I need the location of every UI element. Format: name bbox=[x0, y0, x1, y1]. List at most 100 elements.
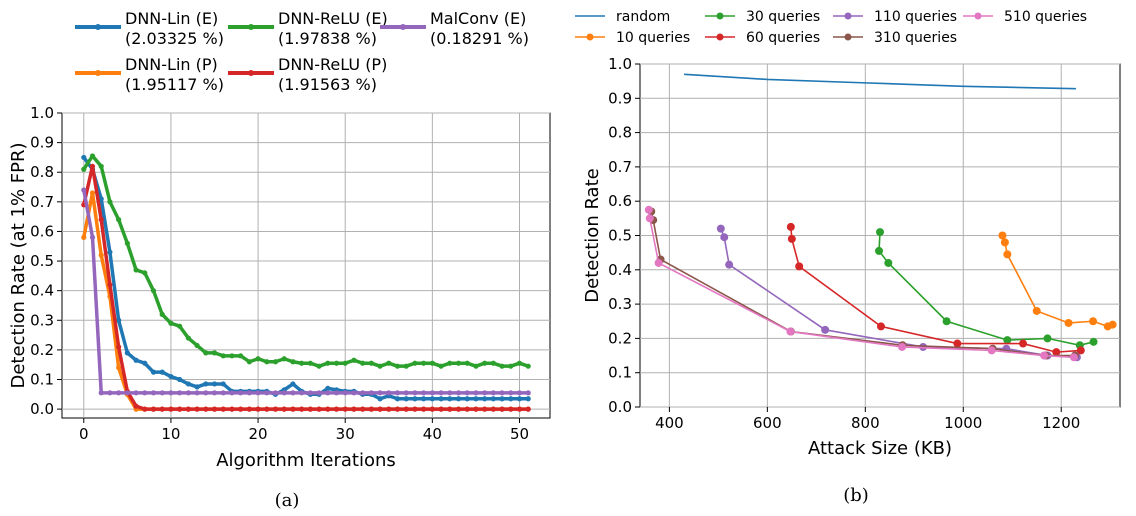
plot-a-point bbox=[447, 360, 453, 366]
plot-b-xtick-label-3: 1000 bbox=[944, 414, 982, 432]
plot-a-ytick-label-6: 0.6 bbox=[30, 222, 54, 240]
plot-a-point bbox=[333, 390, 340, 396]
plot-a-point bbox=[438, 390, 444, 396]
plot-b-point bbox=[1108, 320, 1117, 329]
plot-a-series-2 bbox=[81, 153, 531, 369]
plot-a-point bbox=[464, 396, 470, 402]
plot-a-point bbox=[150, 369, 157, 375]
plot-a-point bbox=[281, 356, 287, 362]
plot-a-point bbox=[133, 357, 139, 363]
plot-a-point bbox=[133, 390, 139, 396]
plot-b-point bbox=[1032, 306, 1041, 315]
plot-b-point bbox=[875, 246, 884, 255]
plot-b-series-line-0 bbox=[684, 73, 1076, 90]
plot-a-point bbox=[272, 390, 279, 396]
plot-b-series-line-3 bbox=[790, 226, 1081, 353]
legend-b-item-3: 60 queries bbox=[705, 30, 820, 46]
plot-a-point bbox=[290, 390, 296, 396]
plot-a-point bbox=[482, 396, 488, 402]
legend-a-label-2: DNN-ReLU (E) bbox=[278, 9, 388, 28]
plot-a-point bbox=[525, 396, 531, 402]
plot-b-point bbox=[725, 260, 734, 269]
plot-b-ytick-label-4: 0.4 bbox=[608, 261, 632, 279]
plot-a-point bbox=[211, 350, 218, 356]
plot-a-point bbox=[264, 359, 270, 365]
legend-a-sublabel-0: (2.03325 %) bbox=[125, 29, 224, 48]
plot-a-point bbox=[447, 406, 453, 412]
plot-a-point bbox=[177, 406, 183, 412]
plot-b-point bbox=[645, 214, 654, 223]
plot-b-series-2 bbox=[875, 228, 1098, 350]
plot-b-point bbox=[716, 224, 725, 233]
plot-a-point bbox=[255, 356, 261, 362]
plot-a-ytick-label-5: 0.5 bbox=[30, 252, 54, 270]
legend-b-item-5: 310 queries bbox=[833, 30, 957, 46]
plot-a-point bbox=[264, 390, 270, 396]
plot-a-point bbox=[412, 360, 418, 366]
plot-a-point bbox=[150, 288, 157, 294]
plot-b-point bbox=[821, 325, 830, 334]
plot-a-point bbox=[473, 390, 479, 396]
legend-a-marker-0 bbox=[95, 24, 101, 30]
plot-b-series-0 bbox=[684, 73, 1076, 90]
legend-a-item-4: MalConv (E)(0.18291 %) bbox=[380, 9, 529, 48]
plot-a-point bbox=[455, 390, 462, 396]
plot-a-point bbox=[307, 390, 313, 396]
plot-a-point bbox=[342, 406, 348, 412]
plot-b-ytick-label-5: 0.5 bbox=[608, 227, 632, 245]
plot-a-point bbox=[377, 363, 383, 369]
plot-a-point bbox=[272, 359, 279, 365]
plot-a-ytick-label-8: 0.8 bbox=[30, 163, 54, 181]
plot-a-point bbox=[333, 406, 340, 412]
plot-b-series-6 bbox=[644, 205, 1078, 362]
plot-a-point bbox=[124, 240, 130, 246]
plot-a-point bbox=[81, 166, 87, 172]
legend-b-label-4: 110 queries bbox=[874, 9, 957, 25]
plot-a-point bbox=[482, 360, 488, 366]
plot-a-point bbox=[255, 406, 261, 412]
plot-a-point bbox=[464, 360, 470, 366]
plot-a-point bbox=[211, 390, 218, 396]
plot-a-point bbox=[185, 381, 191, 387]
plot-a-point bbox=[455, 360, 462, 366]
plot-a-point bbox=[351, 357, 357, 363]
legend-a-item-0: DNN-Lin (E)(2.03325 %) bbox=[75, 9, 224, 48]
plot-a-point bbox=[490, 406, 496, 412]
plot-a-series bbox=[81, 153, 531, 412]
plot-a-point bbox=[438, 406, 444, 412]
plot-a-point bbox=[142, 390, 148, 396]
plot-a-series-4 bbox=[81, 187, 531, 396]
plot-a-ytick-label-3: 0.3 bbox=[30, 311, 54, 329]
legend-a-label-1: DNN-Lin (P) bbox=[125, 55, 218, 74]
plot-a-point bbox=[307, 360, 313, 366]
plot-b-series-3 bbox=[786, 222, 1085, 357]
plot-a-point bbox=[177, 390, 183, 396]
plot-a-point bbox=[194, 390, 200, 396]
legend-b-label-5: 310 queries bbox=[874, 30, 957, 46]
legend-a-sublabel-4: (0.18291 %) bbox=[430, 29, 529, 48]
plot-a-point bbox=[516, 406, 523, 412]
plot-a-point bbox=[516, 396, 523, 402]
plot-b-ytick-label-9: 0.9 bbox=[608, 89, 632, 107]
plot-a-point bbox=[438, 396, 444, 402]
plot-b-point bbox=[1019, 339, 1028, 348]
plot-a-point bbox=[525, 363, 531, 369]
legend-b-item-6: 510 queries bbox=[963, 9, 1087, 25]
plot-a-point bbox=[133, 267, 139, 273]
legend-a-sublabel-3: (1.91563 %) bbox=[278, 75, 377, 94]
plot-b-series-line-5 bbox=[650, 211, 1075, 357]
plot-b-point bbox=[644, 205, 653, 214]
plot-a-series-line-1 bbox=[82, 191, 529, 411]
plot-a-point bbox=[325, 360, 331, 366]
plot-a-point bbox=[238, 406, 244, 412]
plot-a-point bbox=[194, 384, 200, 390]
plot-b-ytick-label-6: 0.6 bbox=[608, 192, 632, 210]
plot-a-point bbox=[429, 406, 435, 412]
plot-b-point bbox=[1069, 353, 1078, 362]
plot-a-ticks: 0 10 20 30 40 50 0.0 0.1 0.2 0.3 0.4 0.5 0.6 0.7 0.8 0.… bbox=[30, 104, 529, 443]
plot-b-caption: (b) bbox=[843, 485, 869, 506]
plot-b-ticks: 400 600 800 1000 1200 0.0 0.1 0.2 0.3 0.4 0.5 0.6 0.… bbox=[608, 55, 1080, 432]
plot-b-series-4 bbox=[716, 224, 1081, 362]
plot-a-series-3 bbox=[81, 163, 531, 412]
plot-a-point bbox=[464, 406, 470, 412]
